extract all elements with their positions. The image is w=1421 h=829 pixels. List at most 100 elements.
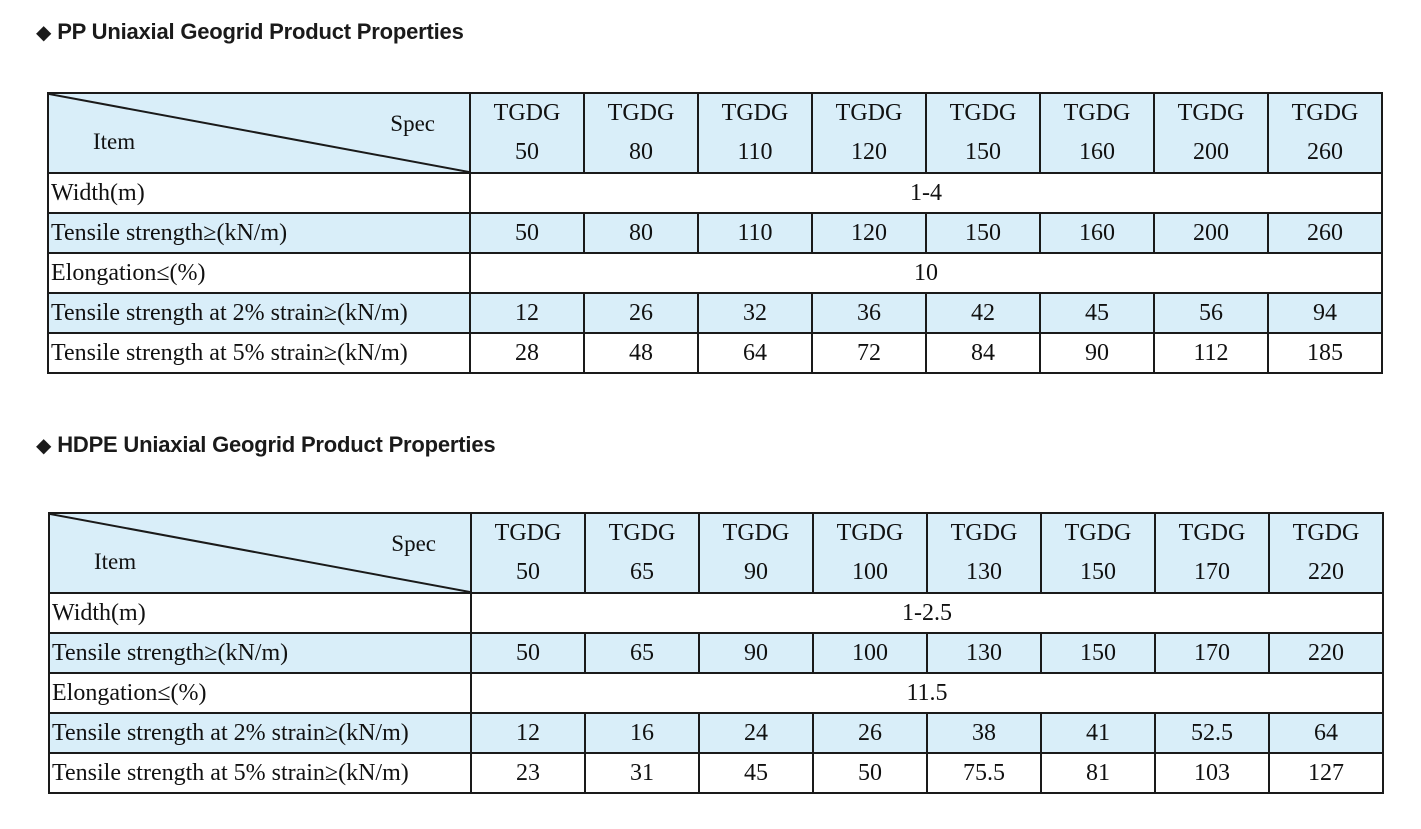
section-title-text: PP Uniaxial Geogrid Product Properties <box>57 19 464 44</box>
table-cell: 100 <box>812 632 928 674</box>
spec-number: 65 <box>630 559 654 585</box>
diamond-icon: ◆ <box>36 22 52 44</box>
table-cell: 50 <box>470 632 586 674</box>
spec-number: 170 <box>1194 559 1230 585</box>
table-cell: 94 <box>1267 292 1383 334</box>
spec-number: 90 <box>744 559 768 585</box>
elongation-row: Elongation≤(%) 11.5 <box>48 672 1384 714</box>
row-label: Tensile strength≥(kN/m) <box>47 212 471 254</box>
table-cell: 200 <box>1153 212 1269 254</box>
section-title-pp: ◆ PP Uniaxial Geogrid Product Properties <box>36 19 464 45</box>
table-cell: 45 <box>698 752 814 794</box>
strain-5-row: Tensile strength at 5% strain≥(kN/m) 28 … <box>47 332 1383 374</box>
table-cell: 32 <box>697 292 813 334</box>
width-value: 1-4 <box>469 172 1383 214</box>
strain-2-row: Tensile strength at 2% strain≥(kN/m) 12 … <box>48 712 1384 754</box>
table-cell: 24 <box>698 712 814 754</box>
spec-header: TGDG 200 <box>1153 92 1269 174</box>
table-cell: 65 <box>584 632 700 674</box>
table-cell: 260 <box>1267 212 1383 254</box>
spec-number: 150 <box>1080 559 1116 585</box>
spec-name: TGDG <box>607 100 675 126</box>
row-label: Tensile strength at 5% strain≥(kN/m) <box>47 332 471 374</box>
elongation-value: 10 <box>469 252 1383 294</box>
item-label: Item <box>94 549 137 574</box>
table-cell: 103 <box>1154 752 1270 794</box>
spec-number: 100 <box>852 559 888 585</box>
item-spec-header-cell: Spec Item <box>47 92 471 174</box>
spec-name: TGDG <box>1178 520 1246 546</box>
spec-number: 150 <box>965 139 1001 165</box>
row-label: Elongation≤(%) <box>48 672 472 714</box>
spec-name: TGDG <box>835 100 903 126</box>
elongation-value: 11.5 <box>470 672 1384 714</box>
spec-number: 50 <box>516 559 540 585</box>
spec-name: TGDG <box>1291 100 1359 126</box>
spec-header: TGDG 120 <box>811 92 927 174</box>
row-label: Tensile strength≥(kN/m) <box>48 632 472 674</box>
section-title-hdpe: ◆ HDPE Uniaxial Geogrid Product Propertie… <box>36 432 496 458</box>
table-cell: 12 <box>470 712 586 754</box>
table-cell: 72 <box>811 332 927 374</box>
spec-header: TGDG 220 <box>1268 512 1384 594</box>
table-cell: 50 <box>812 752 928 794</box>
table-cell: 36 <box>811 292 927 334</box>
table-cell: 64 <box>1268 712 1384 754</box>
strain-2-row: Tensile strength at 2% strain≥(kN/m) 12 … <box>47 292 1383 334</box>
spec-header: TGDG 90 <box>698 512 814 594</box>
table-cell: 26 <box>583 292 699 334</box>
table-cell: 120 <box>811 212 927 254</box>
hdpe-properties-table: Spec Item TGDG 50 TGDG 65 TGDG 90 TGDG 100 T… <box>48 512 1384 794</box>
spec-number: 260 <box>1307 139 1343 165</box>
width-value: 1-2.5 <box>470 592 1384 634</box>
table-cell: 150 <box>925 212 1041 254</box>
spec-label: Spec <box>390 111 435 136</box>
table-cell: 112 <box>1153 332 1269 374</box>
spec-header: TGDG 150 <box>1040 512 1156 594</box>
table-cell: 28 <box>469 332 585 374</box>
spec-number: 120 <box>851 139 887 165</box>
spec-number: 220 <box>1308 559 1344 585</box>
table-cell: 64 <box>697 332 813 374</box>
width-row: Width(m) 1-4 <box>47 172 1383 214</box>
table-cell: 81 <box>1040 752 1156 794</box>
spec-name: TGDG <box>1177 100 1245 126</box>
tensile-strength-row: Tensile strength≥(kN/m) 50 80 110 120 15… <box>47 212 1383 254</box>
spec-name: TGDG <box>721 100 789 126</box>
table-cell: 42 <box>925 292 1041 334</box>
row-label: Tensile strength at 2% strain≥(kN/m) <box>47 292 471 334</box>
tensile-strength-row: Tensile strength≥(kN/m) 50 65 90 100 130… <box>48 632 1384 674</box>
row-label: Elongation≤(%) <box>47 252 471 294</box>
table-cell: 127 <box>1268 752 1384 794</box>
section-title-text: HDPE Uniaxial Geogrid Product Properties <box>57 432 496 457</box>
spec-name: TGDG <box>608 520 676 546</box>
table-cell: 150 <box>1040 632 1156 674</box>
diagonal-divider <box>49 94 469 172</box>
spec-number: 110 <box>737 139 773 165</box>
spec-header: TGDG 50 <box>469 92 585 174</box>
spec-name: TGDG <box>836 520 904 546</box>
table-cell: 80 <box>583 212 699 254</box>
width-row: Width(m) 1-2.5 <box>48 592 1384 634</box>
table-cell: 38 <box>926 712 1042 754</box>
spec-header: TGDG 50 <box>470 512 586 594</box>
strain-5-row: Tensile strength at 5% strain≥(kN/m) 23 … <box>48 752 1384 794</box>
table-cell: 41 <box>1040 712 1156 754</box>
row-label: Width(m) <box>47 172 471 214</box>
table-cell: 170 <box>1154 632 1270 674</box>
spec-number: 50 <box>515 139 539 165</box>
table-cell: 31 <box>584 752 700 794</box>
spec-number: 80 <box>629 139 653 165</box>
table-cell: 160 <box>1039 212 1155 254</box>
table-cell: 84 <box>925 332 1041 374</box>
row-label: Tensile strength at 5% strain≥(kN/m) <box>48 752 472 794</box>
table-cell: 12 <box>469 292 585 334</box>
diamond-icon: ◆ <box>36 435 52 457</box>
table-cell: 75.5 <box>926 752 1042 794</box>
table-cell: 90 <box>698 632 814 674</box>
spec-name: TGDG <box>494 520 562 546</box>
table-cell: 16 <box>584 712 700 754</box>
spec-header: TGDG 65 <box>584 512 700 594</box>
spec-name: TGDG <box>950 520 1018 546</box>
spec-header: TGDG 160 <box>1039 92 1155 174</box>
